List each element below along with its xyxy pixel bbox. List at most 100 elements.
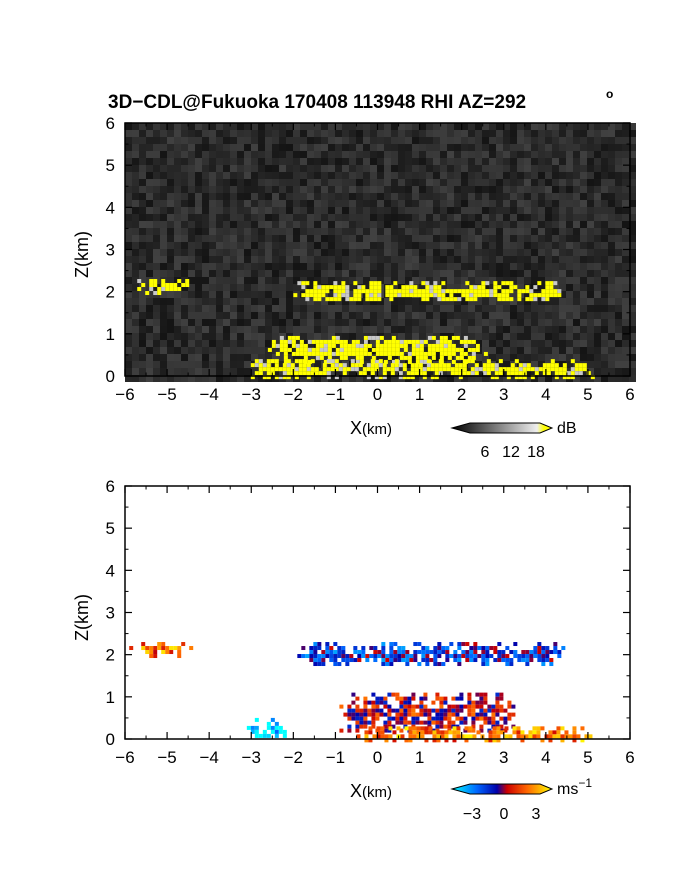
noise-cell [405,270,412,277]
noise-cell [216,277,223,284]
echo-cell [355,696,360,701]
echo-cell [467,696,472,701]
noise-cell [321,319,328,326]
noise-cell [405,123,412,130]
noise-cell [433,151,440,158]
noise-cell [461,144,468,151]
echo-cell [371,347,376,352]
noise-cell [237,144,244,151]
noise-cell [447,242,454,249]
noise-cell [258,263,265,270]
noise-cell [125,214,132,221]
noise-cell [384,151,391,158]
noise-cell [328,375,335,382]
echo-cell [554,371,559,376]
noise-cell [209,312,216,319]
echo-cell [379,696,384,701]
echo-cell [355,339,360,344]
noise-cell [363,277,370,284]
echo-cell [407,700,412,705]
noise-cell [202,305,209,312]
echo-cell [321,650,326,655]
x-tick-label: 1 [415,748,424,767]
noise-cell [398,256,405,263]
velocity-colorbar-tick: 3 [532,806,541,823]
noise-cell [391,375,398,382]
noise-cell [468,361,475,368]
echo-cell [419,339,424,344]
noise-cell [447,158,454,165]
noise-cell [510,375,517,382]
noise-cell [559,207,566,214]
echo-cell [412,726,417,731]
noise-cell [629,200,636,207]
echo-cell [341,658,346,663]
echo-cell [383,728,388,733]
noise-cell [153,193,160,200]
noise-cell [174,347,181,354]
noise-cell [209,361,216,368]
echo-cell [586,371,591,376]
noise-cell [552,172,559,179]
noise-cell [321,144,328,151]
echo-cell [512,726,517,731]
noise-cell [244,214,251,221]
echo-cell [333,293,338,298]
echo-cell [338,367,343,372]
noise-cell [300,228,307,235]
noise-cell [573,305,580,312]
noise-cell [629,214,636,221]
echo-cell [499,708,504,713]
noise-cell [440,375,447,382]
noise-cell [335,158,342,165]
noise-cell [510,340,517,347]
noise-cell [272,228,279,235]
noise-cell [517,326,524,333]
noise-cell [279,354,286,361]
noise-cell [139,123,146,130]
noise-cell [615,242,622,249]
echo-cell [444,730,449,735]
noise-cell [503,368,510,375]
noise-cell [517,186,524,193]
echo-cell [443,351,448,356]
y-tick-label: 6 [106,114,115,133]
echo-cell [449,293,454,298]
echo-cell [145,650,150,655]
noise-cell [559,158,566,165]
noise-cell [237,207,244,214]
echo-cell [566,375,571,380]
noise-cell [335,193,342,200]
noise-cell [209,137,216,144]
noise-cell [342,298,349,305]
noise-cell [461,130,468,137]
noise-cell [370,144,377,151]
echo-cell [294,367,299,372]
echo-cell [429,285,434,290]
noise-cell [335,200,342,207]
echo-cell [351,712,356,717]
noise-cell [356,256,363,263]
noise-cell [559,200,566,207]
echo-cell [566,371,571,376]
noise-cell [349,207,356,214]
echo-cell [339,355,344,360]
echo-cell [546,367,551,372]
noise-cell [377,207,384,214]
noise-cell [538,130,545,137]
echo-cell [506,375,511,380]
echo-cell [393,293,398,298]
noise-cell [300,193,307,200]
noise-cell [209,326,216,333]
noise-cell [405,347,412,354]
noise-cell [160,207,167,214]
noise-cell [552,298,559,305]
echo-cell [414,367,419,372]
noise-cell [216,228,223,235]
noise-cell [538,270,545,277]
noise-cell [349,270,356,277]
noise-cell [181,305,188,312]
noise-cell [349,319,356,326]
noise-cell [216,305,223,312]
noise-cell [181,270,188,277]
